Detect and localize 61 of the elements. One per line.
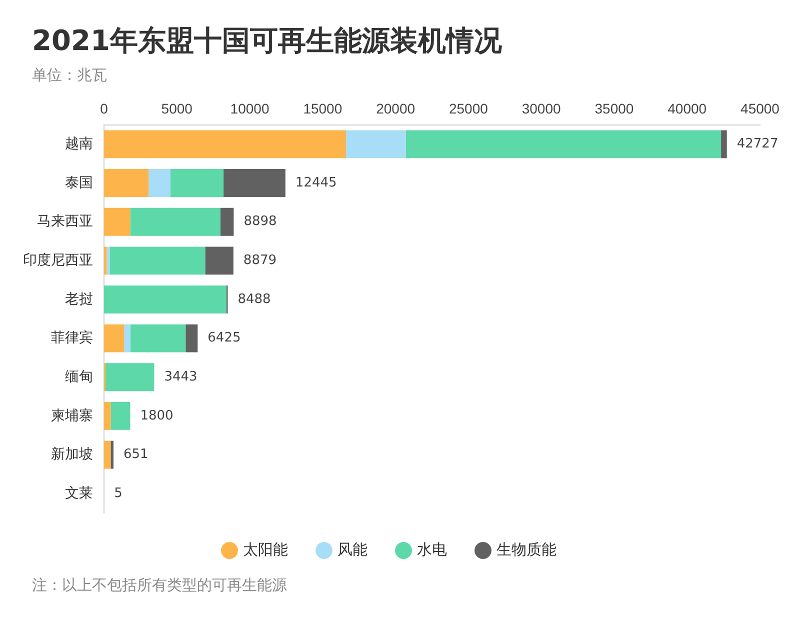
total-label: 1800 xyxy=(140,408,174,424)
bar xyxy=(105,363,154,392)
x-tick-label: 0 xyxy=(100,100,108,116)
bar xyxy=(110,402,130,430)
text: 注：以上不包括所有类型的可再生能源 xyxy=(32,576,287,595)
chart-title: 2021年东盟十国可再生能源装机情况 xyxy=(32,23,502,59)
bar xyxy=(104,402,111,430)
bar xyxy=(148,169,170,198)
bar xyxy=(110,440,114,469)
total-label: 12445 xyxy=(295,175,337,190)
bar xyxy=(224,169,286,198)
total-label: 6425 xyxy=(208,330,241,346)
x-tick-label: 25000 xyxy=(448,100,488,116)
bar xyxy=(104,130,346,158)
x-tick-label: 5000 xyxy=(161,100,193,116)
bar xyxy=(186,324,198,352)
y-tick-label: 新加坡 xyxy=(51,446,93,462)
total-label: 8898 xyxy=(244,214,277,230)
bar xyxy=(110,246,206,275)
bar xyxy=(124,324,131,352)
bar xyxy=(406,130,722,158)
total-label: 5 xyxy=(114,486,122,501)
x-tick-label: 20000 xyxy=(376,100,416,116)
x-tick-label: 35000 xyxy=(594,100,634,116)
total-label: 8488 xyxy=(238,292,271,307)
total-label: 651 xyxy=(123,447,148,462)
bar xyxy=(130,208,220,236)
legend-label: 生物质能 xyxy=(496,542,556,559)
y-tick-label: 文莱 xyxy=(65,484,93,500)
bar xyxy=(104,169,149,198)
bar xyxy=(220,208,234,236)
bar xyxy=(205,246,234,275)
legend-label: 太阳能 xyxy=(243,542,288,559)
bar xyxy=(170,169,224,198)
total-label: 3443 xyxy=(164,370,198,385)
x-tick-label: 15000 xyxy=(303,100,342,116)
total-label: 42727 xyxy=(736,136,778,152)
bar xyxy=(346,130,406,158)
x-tick-label: 10000 xyxy=(230,100,270,116)
x-tick-label: 30000 xyxy=(522,100,562,116)
total-label: 8879 xyxy=(243,253,277,268)
y-tick-label: 泰国 xyxy=(65,174,93,190)
y-tick-label: 柬埔寨 xyxy=(51,406,93,423)
bar xyxy=(721,130,727,158)
bar xyxy=(130,324,186,352)
y-tick-label: 马来西亚 xyxy=(37,212,93,229)
bar xyxy=(104,208,130,236)
legend-label: 风能 xyxy=(338,542,368,559)
y-tick-label: 越南 xyxy=(65,135,93,152)
y-tick-label: 印度尼西亚 xyxy=(23,252,93,268)
bar xyxy=(104,286,226,314)
x-tick-label: 40000 xyxy=(668,100,707,116)
legend-label: 水电 xyxy=(417,542,447,559)
bar xyxy=(104,246,107,275)
y-tick-label: 菲律宾 xyxy=(51,329,93,346)
bar xyxy=(104,324,124,352)
x-tick-label: 45000 xyxy=(740,100,780,116)
y-tick-label: 缅甸 xyxy=(65,368,93,384)
bar xyxy=(104,440,111,469)
chart-subtitle: 单位：兆瓦 xyxy=(32,66,107,85)
y-tick-label: 老挝 xyxy=(65,290,93,306)
